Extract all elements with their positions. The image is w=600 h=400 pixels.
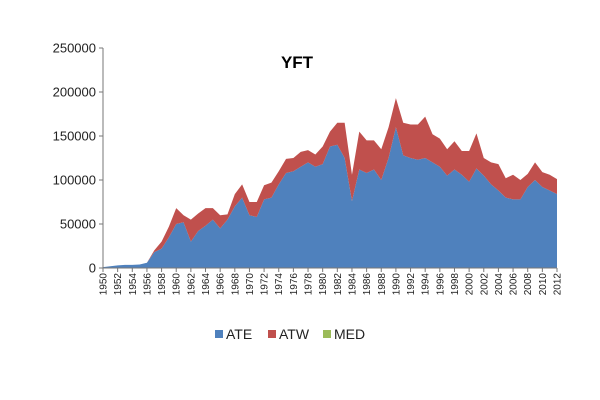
x-tick-label: 1962 [186,273,197,296]
x-tick-label: 1974 [274,273,285,296]
legend-label-ate: ATE [226,326,252,342]
x-tick-label: 1970 [245,273,256,296]
y-axis-ticks: 0 50000 100000 150000 200000 250000 [53,41,103,276]
x-axis-ticks: 1950 1952 1954 1956 1958 1960 1962 1964 1966 1968… [99,268,564,295]
x-tick-label: 1992 [406,273,417,296]
x-tick-label: 1976 [289,273,300,296]
x-tick-label: 1982 [333,273,344,296]
x-tick-label: 2010 [538,273,549,296]
x-tick-label: 1968 [230,273,241,296]
x-tick-label: 2006 [509,273,520,296]
x-tick-label: 1950 [99,273,110,296]
x-tick-label: 1956 [142,273,153,296]
x-tick-label: 1966 [216,273,227,296]
x-tick-label: 1990 [391,273,402,296]
x-tick-label: 1996 [435,273,446,296]
y-tick-label: 200000 [53,85,96,100]
y-tick-label: 50000 [60,217,96,232]
x-tick-label: 1986 [362,273,373,296]
area-series-group [103,98,557,268]
y-tick-label: 0 [89,261,96,276]
x-tick-label: 1972 [260,273,271,296]
x-tick-label: 1960 [172,273,183,296]
x-tick-label: 2008 [523,273,534,296]
y-tick-label: 150000 [53,129,96,144]
x-tick-label: 1988 [377,273,388,296]
legend-label-med: MED [334,326,365,342]
x-tick-label: 1984 [347,273,358,296]
legend-swatch-atw [268,330,276,338]
x-tick-label: 2000 [465,273,476,296]
x-tick-label: 1994 [421,273,432,296]
legend-label-atw: ATW [279,326,310,342]
x-tick-label: 1954 [128,273,139,296]
x-tick-label: 1952 [113,273,124,296]
y-tick-label: 250000 [53,41,96,56]
y-tick-label: 100000 [53,173,96,188]
legend-swatch-ate [215,330,223,338]
legend: ATE ATW MED [215,326,365,342]
area-series-ate [103,127,557,268]
x-tick-label: 1958 [157,273,168,296]
x-tick-label: 1964 [201,273,212,296]
chart-title: YFT [281,53,314,72]
x-tick-label: 1978 [304,273,315,296]
legend-swatch-med [323,330,331,338]
x-tick-label: 2002 [479,273,490,296]
area-series-atw [103,98,557,268]
x-tick-label: 1998 [450,273,461,296]
x-tick-label: 1980 [318,273,329,296]
x-tick-label: 2012 [553,273,564,296]
x-tick-label: 2004 [494,273,505,296]
